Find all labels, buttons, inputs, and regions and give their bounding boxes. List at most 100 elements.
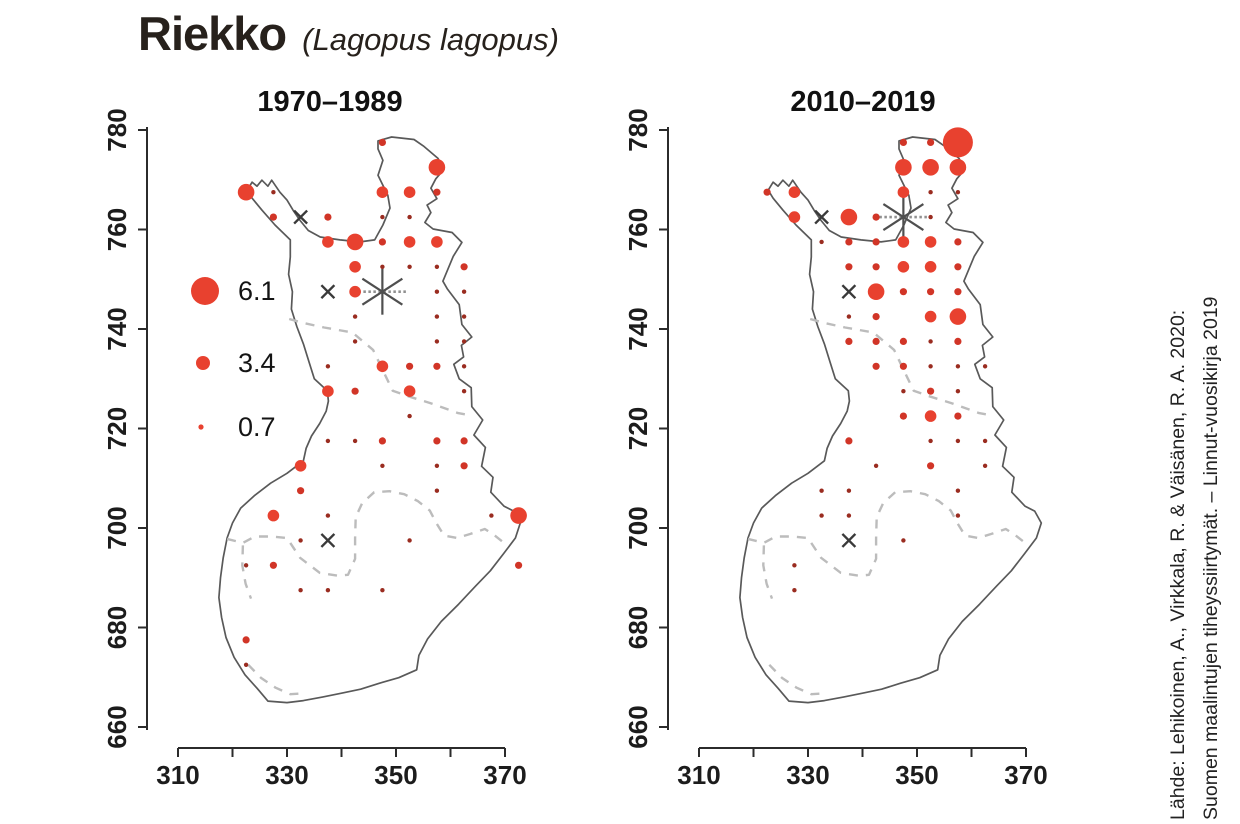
y-tick-label: 660 (102, 705, 132, 748)
density-dot (954, 337, 962, 345)
figure-title: Riekko (Lagopus lagopus) (138, 6, 559, 61)
density-dot (434, 339, 440, 344)
density-dot (433, 437, 441, 445)
density-dot (461, 314, 467, 319)
density-dot (819, 513, 824, 518)
y-tick-label: 740 (102, 307, 132, 350)
y-tick-label: 780 (102, 108, 132, 151)
x-tick-label: 310 (156, 760, 199, 790)
density-dot (352, 438, 358, 444)
density-dot (269, 561, 277, 569)
density-dot (928, 214, 933, 220)
density-dot (924, 261, 937, 273)
density-dot (955, 488, 961, 493)
density-dot (846, 488, 852, 493)
axes: 780 760 740 720 700 680 660 310 330 350 370 (102, 108, 527, 790)
density-dot (243, 563, 249, 568)
density-dot (376, 360, 389, 373)
y-tick-label: 740 (623, 307, 653, 350)
density-dot (955, 190, 961, 195)
density-dot (403, 236, 416, 248)
density-dot (954, 238, 962, 246)
density-dot (901, 389, 906, 394)
density-dot (897, 236, 910, 248)
y-tick-label: 720 (102, 407, 132, 450)
y-tick-label: 680 (102, 606, 132, 649)
legend-bubble (196, 356, 210, 370)
density-dot (899, 412, 908, 420)
map-0: 780 760 740 720 700 680 660 310 330 350 370 (102, 108, 527, 790)
density-dot (380, 264, 385, 269)
density-dot (380, 214, 385, 220)
density-dot (792, 588, 797, 593)
x-tick-label: 370 (483, 760, 526, 790)
density-dot (378, 238, 386, 246)
density-dot (982, 463, 988, 468)
citation-line-1: Lähde: Lehikoinen, A., Virkkala, R. & Vä… (1167, 309, 1189, 820)
density-dot (406, 362, 414, 370)
density-dot (899, 288, 908, 296)
density-dot (927, 462, 935, 470)
legend-bubble (198, 424, 204, 430)
region-boundary-dashed (226, 490, 504, 577)
x-tick-label: 330 (265, 760, 308, 790)
y-tick-label: 760 (102, 208, 132, 251)
region-boundary-dashed (809, 317, 994, 417)
density-dot (407, 413, 412, 419)
density-dot (294, 460, 307, 472)
density-dot (928, 438, 933, 444)
map-period-title-2010-2019: 2010–2019 (790, 86, 936, 118)
x-tick-label: 310 (677, 760, 720, 790)
legend: 6.1 3.4 0.7 (191, 276, 276, 442)
citation-line-2: Suomen maalintujen tiheyssiirtymät. – Li… (1200, 296, 1222, 820)
y-tick-label: 660 (623, 705, 653, 748)
y-tick-label: 760 (623, 208, 653, 251)
map-1: 780 760 740 720 700 680 660 310 330 350 370 (623, 108, 1048, 790)
x-tick-label: 370 (1004, 760, 1047, 790)
density-dot (955, 513, 961, 518)
density-dot (325, 513, 331, 518)
density-dot (242, 636, 250, 644)
density-dot (428, 159, 446, 176)
centroid-asterisk (879, 194, 928, 241)
density-dot (515, 561, 523, 569)
density-dot (949, 159, 967, 176)
density-dot (271, 190, 276, 195)
density-dot (840, 208, 858, 226)
density-dot (325, 364, 331, 369)
density-dot (403, 186, 416, 198)
density-dot (928, 364, 933, 369)
density-dot (872, 362, 880, 370)
density-dot (846, 314, 852, 319)
density-dot (243, 662, 249, 667)
density-dot (349, 285, 361, 298)
density-dot (954, 263, 962, 271)
legend-value: 3.4 (238, 348, 276, 378)
density-dot (845, 263, 853, 271)
density-dot (349, 261, 361, 273)
density-dot (899, 362, 908, 370)
density-dot (433, 188, 441, 196)
density-dot (788, 186, 801, 198)
density-dot (298, 588, 303, 593)
density-dot (433, 362, 441, 370)
region-boundary-dashed (768, 663, 828, 696)
x-mark (320, 284, 336, 300)
density-dot (237, 183, 255, 201)
density-dot (325, 588, 331, 593)
density-dot (788, 211, 801, 223)
density-dot (924, 236, 937, 248)
x-tick-label: 350 (895, 760, 938, 790)
density-dot (927, 288, 935, 296)
x-tick-label: 350 (374, 760, 417, 790)
density-dot (845, 238, 853, 246)
density-dot (949, 308, 967, 325)
density-dot (460, 462, 468, 470)
density-dot (298, 538, 303, 543)
density-dot (819, 488, 824, 493)
density-dot (928, 339, 933, 344)
y-tick-label: 700 (623, 506, 653, 549)
density-dot (982, 438, 988, 444)
density-dot (434, 289, 440, 294)
density-dot (351, 387, 359, 395)
